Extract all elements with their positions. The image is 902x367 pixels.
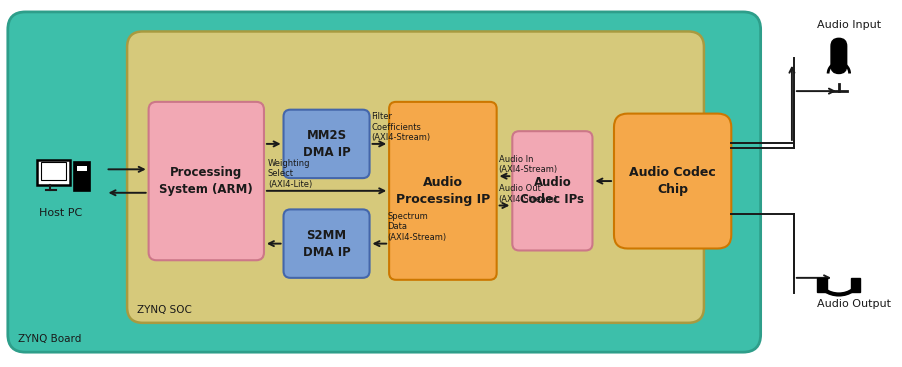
Bar — [850, 278, 860, 291]
Bar — [37, 160, 70, 185]
FancyBboxPatch shape — [149, 102, 263, 260]
Text: Audio
Processing IP: Audio Processing IP — [395, 176, 490, 206]
Text: Audio In
(AXI4-Stream): Audio In (AXI4-Stream) — [498, 155, 557, 174]
FancyBboxPatch shape — [127, 32, 704, 323]
Text: Filter
Coefficients
(AXI4-Stream): Filter Coefficients (AXI4-Stream) — [371, 112, 430, 142]
Text: Audio Codec
Chip: Audio Codec Chip — [629, 166, 715, 196]
Text: ZYNQ Board: ZYNQ Board — [17, 334, 81, 344]
FancyBboxPatch shape — [389, 102, 496, 280]
Text: Weighting
Select
(AXI4-Lite): Weighting Select (AXI4-Lite) — [268, 159, 312, 189]
FancyBboxPatch shape — [511, 131, 592, 250]
FancyBboxPatch shape — [283, 210, 369, 278]
Text: Processing
System (ARM): Processing System (ARM) — [160, 166, 253, 196]
FancyBboxPatch shape — [8, 12, 759, 352]
Text: Audio Out
(AXI4-Stream): Audio Out (AXI4-Stream) — [498, 184, 557, 204]
Text: S2MM
DMA IP: S2MM DMA IP — [302, 229, 350, 259]
FancyBboxPatch shape — [613, 114, 731, 248]
Text: Host PC: Host PC — [39, 208, 82, 218]
Bar — [74, 161, 90, 191]
Text: Audio Input: Audio Input — [816, 21, 880, 30]
Text: Audio Output: Audio Output — [816, 299, 890, 309]
Bar — [78, 166, 87, 171]
Bar — [41, 163, 67, 180]
Bar — [816, 278, 826, 291]
Text: MM2S
DMA IP: MM2S DMA IP — [302, 129, 350, 159]
Text: Audio
Codec IPs: Audio Codec IPs — [520, 176, 584, 206]
FancyBboxPatch shape — [830, 38, 846, 73]
Text: Spectrum
Data
(AXI4-Stream): Spectrum Data (AXI4-Stream) — [387, 212, 446, 242]
Text: ZYNQ SOC: ZYNQ SOC — [137, 305, 191, 315]
FancyBboxPatch shape — [283, 110, 369, 178]
